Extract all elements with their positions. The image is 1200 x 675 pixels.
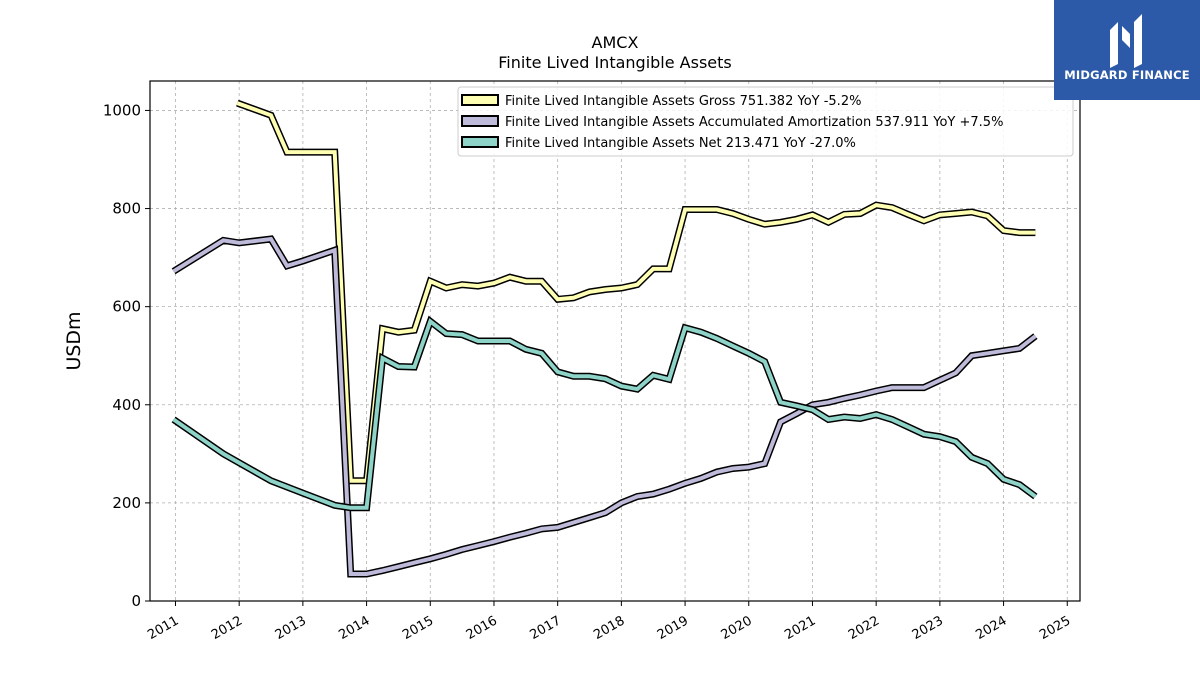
y-tick-label: 1000 [103,101,141,119]
x-tick-label: 2013 [273,613,309,643]
logo-mark-icon [1110,14,1142,68]
series-line-2 [172,318,1037,510]
series-line-outline-0 [236,99,1036,485]
x-tick-label: 2025 [1037,613,1073,643]
x-tick-label: 2017 [528,613,564,643]
legend-box [457,86,1074,157]
x-tick-label: 2014 [336,613,372,643]
series-line-1 [172,236,1037,576]
y-tick-label: 600 [112,298,141,316]
x-tick-label: 2018 [591,613,627,643]
y-axis-label: USDm [63,311,85,370]
legend-entry: Finite Lived Intangible Assets Accumulat… [505,115,1003,130]
legend: Finite Lived Intangible Assets Gross 751… [457,86,1074,157]
x-axis: 2011 2012 2013 2014 2015 2016 2017 2018 2019 2020… [145,601,1073,643]
legend-swatch [461,115,499,127]
x-tick-label: 2020 [719,613,755,643]
legend-swatch [461,136,499,148]
x-tick-label: 2012 [209,613,245,643]
x-tick-label: 2019 [655,613,691,643]
legend-swatch [461,94,499,106]
midgard-finance-logo: MIDGARD FINANCE [1054,0,1200,100]
x-tick-label: 2021 [782,613,818,643]
legend-entry: Finite Lived Intangible Assets Net 213.4… [505,136,856,151]
x-tick-label: 2023 [910,613,946,643]
plot-frame [149,80,1081,602]
x-tick-label: 2015 [400,613,436,643]
grid [150,81,1080,602]
y-axis: 0 200 400 600 800 1000 [103,101,150,610]
logo-text: MIDGARD FINANCE [1064,68,1190,82]
series-layer [171,99,1038,578]
chart-title: AMCX [592,33,639,52]
chart-subtitle: Finite Lived Intangible Assets [498,53,731,72]
y-tick-label: 400 [112,396,141,414]
x-tick-label: 2022 [846,613,882,643]
y-tick-label: 800 [112,200,141,218]
series-line-0 [236,101,1036,483]
legend-entry: Finite Lived Intangible Assets Gross 751… [505,94,861,109]
y-tick-label: 200 [112,494,141,512]
x-tick-label: 2024 [973,613,1009,643]
x-tick-label: 2016 [464,613,500,643]
x-tick-label: 2011 [145,613,181,643]
y-tick-label: 0 [131,592,141,610]
